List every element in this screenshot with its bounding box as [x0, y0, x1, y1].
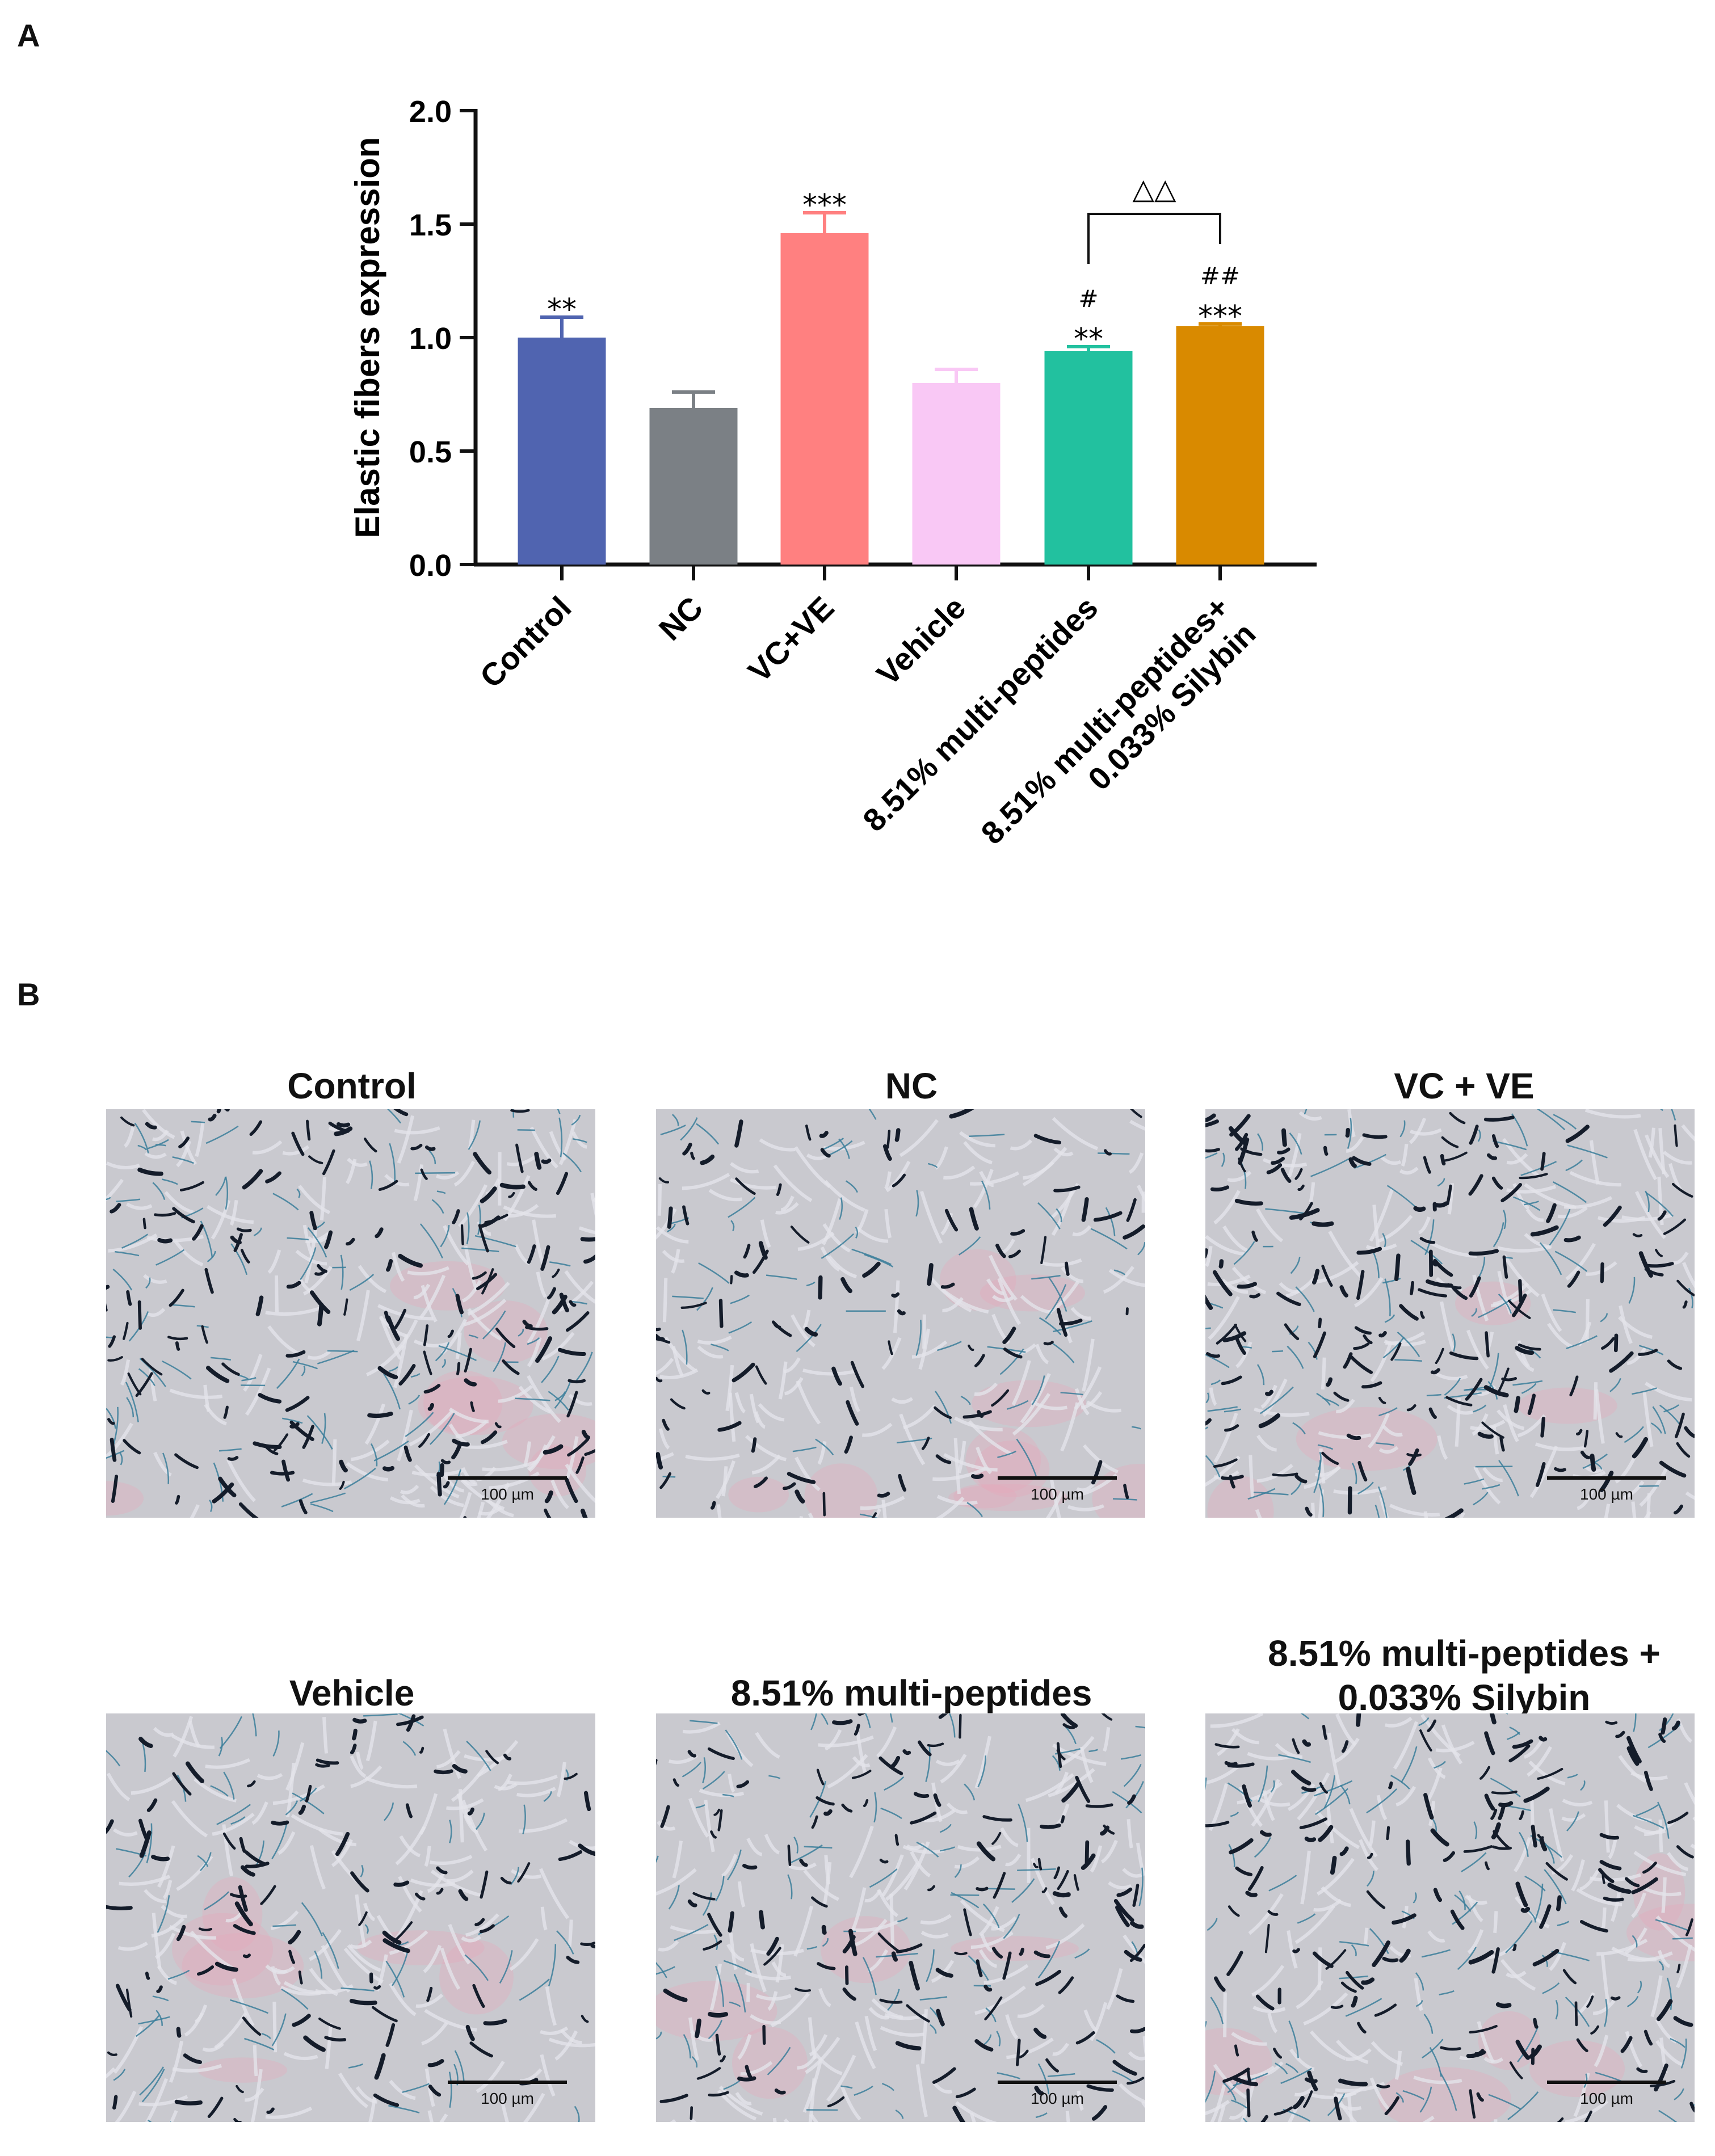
bar-4	[1044, 351, 1133, 565]
significance-label: **	[547, 293, 577, 327]
significance-label: ***	[802, 188, 847, 222]
x-tick-label: 8.51% multi-peptides	[856, 589, 1104, 838]
x-tick-label: Vehicle	[869, 589, 972, 692]
y-tick-label: 0.5	[409, 435, 452, 469]
y-tick-label: 1.5	[409, 208, 452, 242]
micrograph-image: 100 µm	[1205, 1713, 1695, 2122]
panel-a-label: A	[17, 18, 40, 53]
panel-b-label: B	[17, 976, 40, 1012]
micrograph-image: 100 µm	[106, 1713, 595, 2122]
bar-0	[518, 338, 606, 565]
bar-5	[1176, 326, 1264, 565]
micrograph-title: Control	[287, 1066, 417, 1106]
comparison-label: △△	[1133, 172, 1176, 205]
bar-chart: 0.0 0.5 1.0 1.5 2.0 Elastic fibers expression…	[348, 95, 1317, 877]
y-tick-label: 1.0	[409, 322, 452, 356]
x-tick-label: Control	[473, 589, 578, 694]
significance-label: ***	[1198, 300, 1242, 334]
x-tick-label: 8.51% multi-peptides+0.033% Silybin	[974, 589, 1262, 877]
micrograph-title: Vehicle	[289, 1673, 415, 1713]
bar-2	[780, 233, 869, 565]
micrograph-image: 100 µm	[656, 1713, 1145, 2122]
significance-label: **	[1074, 322, 1103, 356]
micrograph-title: NC	[885, 1066, 938, 1106]
bar-1	[649, 408, 738, 565]
y-axis-label: Elastic fibers expression	[348, 137, 386, 538]
micrograph-image: 100 µm	[656, 1109, 1145, 1518]
micrograph-image: 100 µm	[1205, 1109, 1695, 1518]
x-tick-label: VC+VE	[741, 589, 841, 689]
scale-bar-label: 100 µm	[1580, 2090, 1633, 2107]
y-tick-label: 2.0	[409, 95, 452, 129]
micrograph-image: 100 µm	[106, 1109, 595, 1518]
scale-bar-label: 100 µm	[481, 2090, 534, 2107]
micrograph-title: 8.51% multi-peptides	[730, 1673, 1092, 1713]
comparison-bracket	[1087, 213, 1221, 264]
scale-bar-label: 100 µm	[1580, 1485, 1633, 1503]
scale-bar-label: 100 µm	[481, 1485, 534, 1503]
significance-label: #	[1078, 285, 1098, 313]
x-tick-label: NC	[652, 589, 710, 647]
scale-bar-label: 100 µm	[1031, 1485, 1084, 1503]
y-tick-label: 0.0	[409, 549, 452, 583]
scale-bar-label: 100 µm	[1031, 2090, 1084, 2107]
bar-3	[912, 383, 1001, 565]
micrograph-title: 8.51% multi-peptides + 0.033% Silybin	[1268, 1633, 1661, 1718]
significance-label: ##	[1200, 262, 1240, 290]
micrograph-title: VC + VE	[1394, 1066, 1535, 1106]
